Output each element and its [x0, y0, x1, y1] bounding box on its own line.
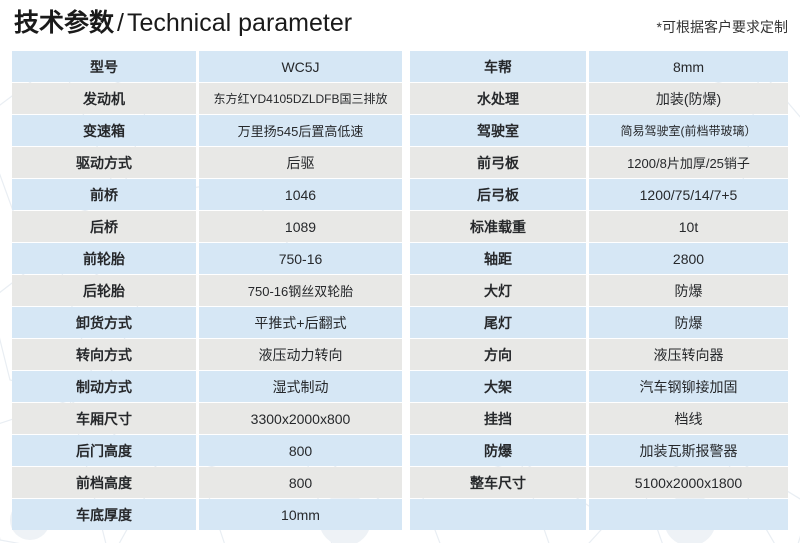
- table-row: 标准载重 10t: [410, 211, 788, 242]
- param-label: 变速箱: [12, 115, 196, 146]
- param-label: 防爆: [410, 435, 586, 466]
- table-row: 制动方式 湿式制动: [12, 371, 402, 402]
- param-value: 简易驾驶室(前档带玻璃）: [589, 115, 788, 146]
- page-title-separator: /: [117, 9, 124, 37]
- param-value: 750-16钢丝双轮胎: [199, 275, 402, 306]
- right-parameter-table: 车帮 8mm 水处理 加装(防爆) 驾驶室 简易驾驶室(前档带玻璃） 前弓板 1…: [410, 51, 788, 531]
- page-title-cn: 技术参数: [14, 9, 115, 37]
- param-label: 轴距: [410, 243, 586, 274]
- param-value: 加装瓦斯报警器: [589, 435, 788, 466]
- table-row: 大架 汽车钢铆接加固: [410, 371, 788, 402]
- param-label: 标准载重: [410, 211, 586, 242]
- param-label: 发动机: [12, 83, 196, 114]
- param-value: 1200/75/14/7+5: [589, 179, 788, 210]
- param-label: 方向: [410, 339, 586, 370]
- table-row: 后弓板 1200/75/14/7+5: [410, 179, 788, 210]
- param-label: 后弓板: [410, 179, 586, 210]
- param-label: 后门高度: [12, 435, 196, 466]
- param-label: 车帮: [410, 51, 586, 82]
- param-value: [589, 499, 788, 530]
- param-value: 防爆: [589, 307, 788, 338]
- param-value: 万里扬545后置高低速: [199, 115, 402, 146]
- param-label: 前桥: [12, 179, 196, 210]
- page-header: 技术参数 / Technical parameter *可根据客户要求定制: [0, 0, 800, 48]
- table-row-empty: [410, 499, 788, 530]
- table-row: 方向 液压转向器: [410, 339, 788, 370]
- param-label: 前档高度: [12, 467, 196, 498]
- param-label: 转向方式: [12, 339, 196, 370]
- param-value: 1089: [199, 211, 402, 242]
- param-label: 整车尺寸: [410, 467, 586, 498]
- table-row: 后桥 1089: [12, 211, 402, 242]
- customization-note: *可根据客户要求定制: [656, 19, 788, 35]
- param-label: 尾灯: [410, 307, 586, 338]
- param-label: 驾驶室: [410, 115, 586, 146]
- page-title-en: Technical parameter: [126, 9, 353, 37]
- param-label: 卸货方式: [12, 307, 196, 338]
- param-label: 挂挡: [410, 403, 586, 434]
- param-value: 800: [199, 435, 402, 466]
- param-value: 750-16: [199, 243, 402, 274]
- param-value: 液压转向器: [589, 339, 788, 370]
- param-label: 车厢尺寸: [12, 403, 196, 434]
- param-label: [410, 499, 586, 530]
- param-value: 加装(防爆): [589, 83, 788, 114]
- param-value: 10t: [589, 211, 788, 242]
- table-row: 轴距 2800: [410, 243, 788, 274]
- param-value: 东方红YD4105DZLDFB国三排放: [199, 83, 402, 114]
- param-label: 型号: [12, 51, 196, 82]
- param-value: 湿式制动: [199, 371, 402, 402]
- param-label: 前轮胎: [12, 243, 196, 274]
- param-label: 水处理: [410, 83, 586, 114]
- param-value: 防爆: [589, 275, 788, 306]
- param-value: WC5J: [199, 51, 402, 82]
- table-row: 变速箱 万里扬545后置高低速: [12, 115, 402, 146]
- param-label: 大灯: [410, 275, 586, 306]
- table-row: 前桥 1046: [12, 179, 402, 210]
- table-row: 前弓板 1200/8片加厚/25销子: [410, 147, 788, 178]
- param-value: 3300x2000x800: [199, 403, 402, 434]
- param-value: 8mm: [589, 51, 788, 82]
- table-row: 车帮 8mm: [410, 51, 788, 82]
- param-value: 平推式+后翻式: [199, 307, 402, 338]
- left-parameter-table: 型号 WC5J 发动机 东方红YD4105DZLDFB国三排放 变速箱 万里扬5…: [12, 51, 402, 531]
- table-row: 前轮胎 750-16: [12, 243, 402, 274]
- table-row: 大灯 防爆: [410, 275, 788, 306]
- param-value: 后驱: [199, 147, 402, 178]
- param-label: 驱动方式: [12, 147, 196, 178]
- param-value: 2800: [589, 243, 788, 274]
- param-value: 汽车钢铆接加固: [589, 371, 788, 402]
- param-label: 大架: [410, 371, 586, 402]
- param-value: 档线: [589, 403, 788, 434]
- table-row: 整车尺寸 5100x2000x1800: [410, 467, 788, 498]
- param-label: 后桥: [12, 211, 196, 242]
- param-value: 5100x2000x1800: [589, 467, 788, 498]
- table-row: 后轮胎 750-16钢丝双轮胎: [12, 275, 402, 306]
- table-row: 驱动方式 后驱: [12, 147, 402, 178]
- param-value: 液压动力转向: [199, 339, 402, 370]
- table-row: 驾驶室 简易驾驶室(前档带玻璃）: [410, 115, 788, 146]
- table-row: 尾灯 防爆: [410, 307, 788, 338]
- table-row: 水处理 加装(防爆): [410, 83, 788, 114]
- table-row: 卸货方式 平推式+后翻式: [12, 307, 402, 338]
- param-value: 1200/8片加厚/25销子: [589, 147, 788, 178]
- table-row: 车厢尺寸 3300x2000x800: [12, 403, 402, 434]
- param-value: 10mm: [199, 499, 402, 530]
- table-row: 车底厚度 10mm: [12, 499, 402, 530]
- param-label: 车底厚度: [12, 499, 196, 530]
- table-row: 型号 WC5J: [12, 51, 402, 82]
- table-row: 发动机 东方红YD4105DZLDFB国三排放: [12, 83, 402, 114]
- page-title: 技术参数 / Technical parameter: [14, 6, 352, 40]
- param-label: 后轮胎: [12, 275, 196, 306]
- table-row: 防爆 加装瓦斯报警器: [410, 435, 788, 466]
- table-row: 转向方式 液压动力转向: [12, 339, 402, 370]
- table-row: 前档高度 800: [12, 467, 402, 498]
- param-label: 前弓板: [410, 147, 586, 178]
- table-row: 挂挡 档线: [410, 403, 788, 434]
- table-row: 后门高度 800: [12, 435, 402, 466]
- param-value: 1046: [199, 179, 402, 210]
- param-value: 800: [199, 467, 402, 498]
- param-label: 制动方式: [12, 371, 196, 402]
